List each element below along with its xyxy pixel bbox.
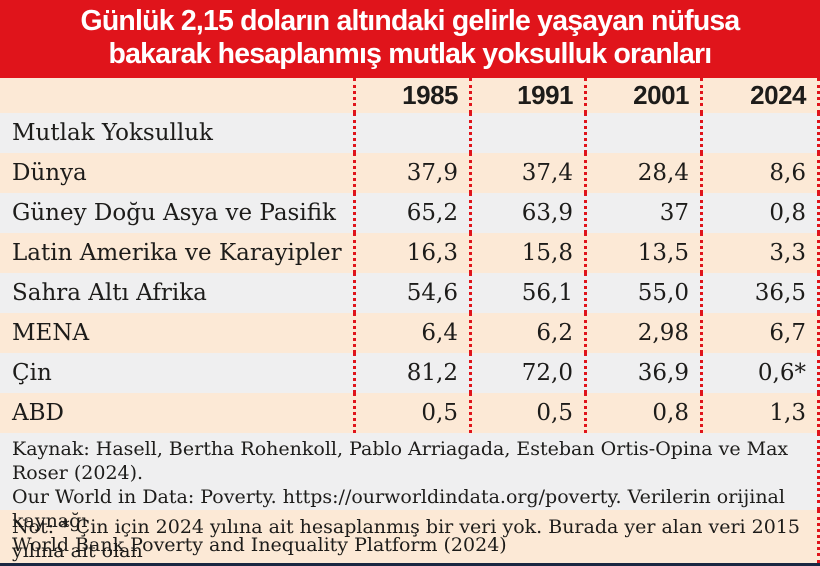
table-cell: 65,2 — [356, 193, 472, 233]
table-row-abd: ABD 0,5 0,5 0,8 1,3 — [0, 393, 820, 433]
table-cell: 37,4 — [472, 153, 587, 193]
table-section-row: Mutlak Yoksulluk — [0, 113, 820, 153]
note-line-1: Not: * Çin için 2024 yılına ait hesaplan… — [12, 516, 801, 562]
year-header-1991: 1991 — [472, 78, 587, 113]
table-cell — [356, 113, 472, 153]
source-line-1: Kaynak: Hasell, Bertha Rohenkoll, Pablo … — [12, 438, 789, 484]
table-cell: 37,9 — [356, 153, 472, 193]
table-row-guney-dogu-asya: Güney Doğu Asya ve Pasifik 65,2 63,9 37 … — [0, 193, 820, 233]
table-cell: 6,4 — [356, 313, 472, 353]
year-header-1985: 1985 — [356, 78, 472, 113]
table-cell: 54,6 — [356, 273, 472, 313]
table-cell: 0,8 — [587, 393, 703, 433]
row-label: Güney Doğu Asya ve Pasifik — [0, 193, 356, 233]
table-cell: 72,0 — [472, 353, 587, 393]
table-cell: 8,6 — [703, 153, 820, 193]
table-cell: 56,1 — [472, 273, 587, 313]
title-line-2: bakarak hesaplanmış mutlak yoksulluk ora… — [108, 38, 713, 70]
table-row-latin-amerika: Latin Amerika ve Karayipler 16,3 15,8 13… — [0, 233, 820, 273]
table-cell: 3,3 — [703, 233, 820, 273]
year-header-2024: 2024 — [703, 78, 820, 113]
source-block: Kaynak: Hasell, Bertha Rohenkoll, Pablo … — [0, 433, 820, 556]
row-label: Sahra Altı Afrika — [0, 273, 356, 313]
table-cell: 55,0 — [587, 273, 703, 313]
table-cell: 15,8 — [472, 233, 587, 273]
source-line-2: Our World in Data: Poverty. https://ourw… — [12, 486, 785, 532]
row-label: MENA — [0, 313, 356, 353]
table-row-mena: MENA 6,4 6,2 2,98 6,7 — [0, 313, 820, 353]
table-cell: 36,9 — [587, 353, 703, 393]
table-cell: 0,5 — [356, 393, 472, 433]
table-cell: 2,98 — [587, 313, 703, 353]
year-header-empty-cell — [0, 78, 356, 113]
year-header-2001: 2001 — [587, 78, 703, 113]
table-cell: 6,7 — [703, 313, 820, 353]
table-cell: 36,5 — [703, 273, 820, 313]
row-label: Dünya — [0, 153, 356, 193]
table-cell: 16,3 — [356, 233, 472, 273]
table-cell — [472, 113, 587, 153]
row-label: Çin — [0, 353, 356, 393]
table-cell: 0,8 — [703, 193, 820, 233]
table-cell: 6,2 — [472, 313, 587, 353]
source-line-3: World Bank Poverty and Inequality Platfo… — [12, 534, 507, 556]
table-cell: 0,6* — [703, 353, 820, 393]
table-cell — [703, 113, 820, 153]
table-cell: 0,5 — [472, 393, 587, 433]
row-label: Latin Amerika ve Karayipler — [0, 233, 356, 273]
note-line-2: en son veridir. — [12, 563, 805, 566]
table-cell: 63,9 — [472, 193, 587, 233]
bottom-rule — [0, 563, 820, 566]
table-row-dunya: Dünya 37,9 37,4 28,4 8,6 — [0, 153, 820, 193]
table-cell: 1,3 — [703, 393, 820, 433]
table-cell: 37 — [587, 193, 703, 233]
table-row-cin: Çin 81,2 72,0 36,9 0,6* — [0, 353, 820, 393]
year-header-row: 1985 1991 2001 2024 — [0, 78, 820, 113]
table-cell: 28,4 — [587, 153, 703, 193]
table-cell — [587, 113, 703, 153]
title-line-1: Günlük 2,15 doların altındaki gelirle ya… — [80, 5, 741, 37]
table-cell: 81,2 — [356, 353, 472, 393]
masthead: Günlük 2,15 doların altındaki gelirle ya… — [0, 0, 820, 78]
note-block: Not: * Çin için 2024 yılına ait hesaplan… — [0, 510, 820, 566]
table-row-sahra-alti-afrika: Sahra Altı Afrika 54,6 56,1 55,0 36,5 — [0, 273, 820, 313]
table-cell: 13,5 — [587, 233, 703, 273]
row-label: ABD — [0, 393, 356, 433]
section-label: Mutlak Yoksulluk — [0, 113, 356, 153]
